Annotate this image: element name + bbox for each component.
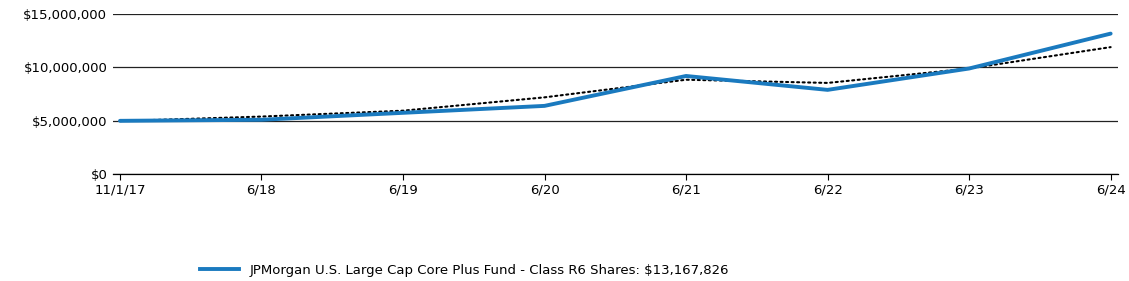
Legend: JPMorgan U.S. Large Cap Core Plus Fund - Class R6 Shares: $13,167,826, S&P 500 I: JPMorgan U.S. Large Cap Core Plus Fund -…	[200, 264, 729, 281]
